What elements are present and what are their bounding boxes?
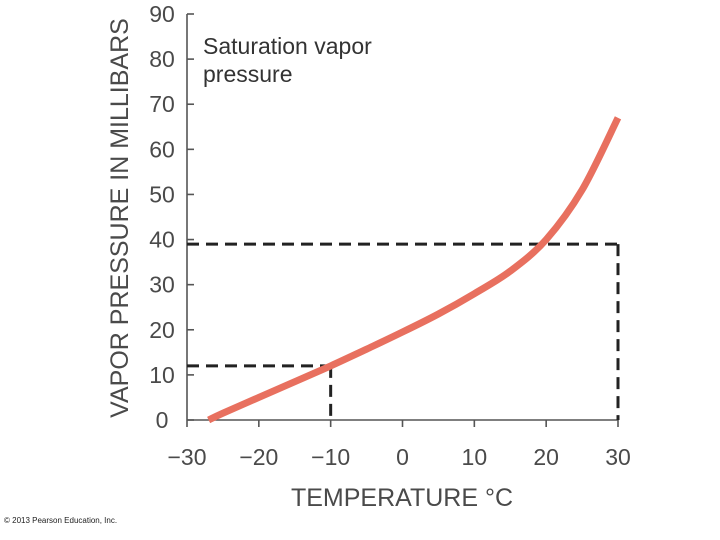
y-tick-label: 50 xyxy=(149,181,175,207)
x-tick-label: 0 xyxy=(396,444,409,470)
y-tick-label: 90 xyxy=(149,1,175,27)
y-tick-label: 0 xyxy=(156,407,169,433)
y-ticks: 0 10 20 30 40 50 60 70 80 90 xyxy=(149,1,194,433)
y-tick-label: 70 xyxy=(149,91,175,117)
y-tick-label: 20 xyxy=(149,317,175,343)
x-tick-label: 20 xyxy=(533,444,559,470)
chart-title-line-1: Saturation vapor xyxy=(203,33,372,59)
reference-lines xyxy=(187,242,620,420)
x-tick-label: −30 xyxy=(167,444,206,470)
x-tick-label: −20 xyxy=(239,444,278,470)
saturation-curve xyxy=(207,116,622,424)
y-tick-label: 80 xyxy=(149,46,175,72)
x-tick-label: 10 xyxy=(462,444,488,470)
y-tick-label: 10 xyxy=(149,362,175,388)
curve-group xyxy=(207,116,622,424)
x-axis-title: TEMPERATURE °C xyxy=(291,484,513,512)
y-tick-label: 40 xyxy=(149,227,175,253)
x-tick-label: −10 xyxy=(311,444,350,470)
x-ticks: −30 −20 −10 0 10 20 30 xyxy=(167,420,631,470)
y-tick-label: 30 xyxy=(149,272,175,298)
y-tick-label: 60 xyxy=(149,136,175,162)
y-axis-title: VAPOR PRESSURE IN MILLIBARS xyxy=(106,18,134,418)
copyright-text: © 2013 Pearson Education, Inc. xyxy=(4,516,118,525)
x-tick-label: 30 xyxy=(605,444,631,470)
chart-title-line-2: pressure xyxy=(203,61,292,87)
